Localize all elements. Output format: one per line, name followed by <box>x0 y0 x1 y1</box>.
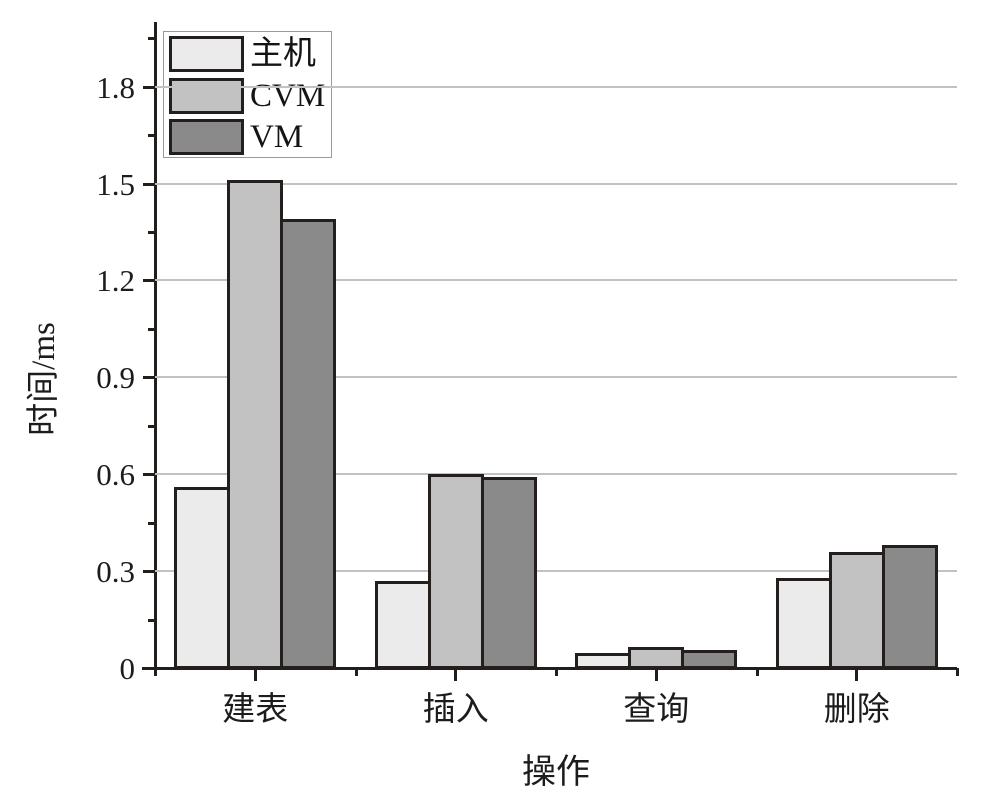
x-category-label: 建表 <box>222 692 289 728</box>
y-minor-tick <box>148 230 155 234</box>
gridline <box>155 182 957 185</box>
bar-VM-建表 <box>280 219 336 669</box>
gridline <box>155 570 957 573</box>
y-axis-line <box>154 22 157 670</box>
x-minor-tick <box>154 668 157 676</box>
y-major-tick <box>143 85 155 89</box>
x-axis-line <box>142 667 957 670</box>
y-minor-tick <box>148 521 155 525</box>
x-axis-title: 操作 <box>522 754 590 791</box>
legend: 主机 CVM VM <box>163 31 332 158</box>
y-major-tick <box>143 182 155 186</box>
y-tick-label: 1.5 <box>96 166 135 202</box>
bar-CVM-删除 <box>829 551 885 669</box>
bar-VM-删除 <box>882 545 938 669</box>
y-tick-label: 0 <box>119 651 136 686</box>
legend-label: 主机 <box>250 36 316 72</box>
y-tick-label: 1.8 <box>96 69 135 105</box>
bar-主机-插入 <box>375 580 431 669</box>
y-minor-tick <box>148 424 155 428</box>
bar-VM-查询 <box>681 650 737 669</box>
gridline <box>155 376 957 379</box>
bar-CVM-插入 <box>428 474 484 669</box>
bar-VM-插入 <box>481 477 537 669</box>
y-minor-tick <box>148 37 155 41</box>
x-minor-tick <box>354 668 358 676</box>
legend-swatch-CVM <box>169 77 244 114</box>
legend-item: 主机 <box>164 34 331 74</box>
y-tick-label: 0.6 <box>96 457 135 493</box>
y-axis-title: 时间/ms <box>26 322 62 436</box>
bar-主机-删除 <box>776 577 832 669</box>
y-tick-label: 1.2 <box>96 263 135 299</box>
y-minor-tick <box>148 134 155 138</box>
y-tick-label: 0.9 <box>96 360 135 396</box>
gridline <box>155 85 957 88</box>
x-major-tick <box>654 668 658 681</box>
legend-swatch-主机 <box>169 36 244 72</box>
legend-label: VM <box>250 119 304 155</box>
x-category-label: 插入 <box>422 692 489 728</box>
y-major-tick <box>143 667 155 670</box>
bar-CVM-建表 <box>227 180 283 669</box>
bar-主机-查询 <box>575 653 631 669</box>
x-minor-tick <box>555 668 558 676</box>
legend-swatch-VM <box>169 119 244 155</box>
x-major-tick <box>253 668 257 681</box>
y-minor-tick <box>148 327 155 331</box>
y-major-tick <box>143 570 155 574</box>
y-minor-tick <box>148 618 155 622</box>
y-major-tick <box>143 376 155 380</box>
x-major-tick <box>454 668 458 681</box>
x-minor-tick <box>956 668 959 676</box>
y-major-tick <box>143 279 155 283</box>
gridline <box>155 279 957 282</box>
x-category-label: 查询 <box>623 692 690 728</box>
x-major-tick <box>855 668 859 681</box>
bar-CVM-查询 <box>628 647 684 669</box>
y-major-tick <box>143 473 155 477</box>
gridline <box>155 473 957 476</box>
y-tick-label: 0.3 <box>96 554 135 590</box>
legend-item: CVM <box>164 76 331 116</box>
legend-item: VM <box>164 117 331 157</box>
legend-label: CVM <box>250 77 326 114</box>
bar-主机-建表 <box>174 487 230 669</box>
x-category-label: 删除 <box>823 692 890 728</box>
x-minor-tick <box>755 668 759 676</box>
